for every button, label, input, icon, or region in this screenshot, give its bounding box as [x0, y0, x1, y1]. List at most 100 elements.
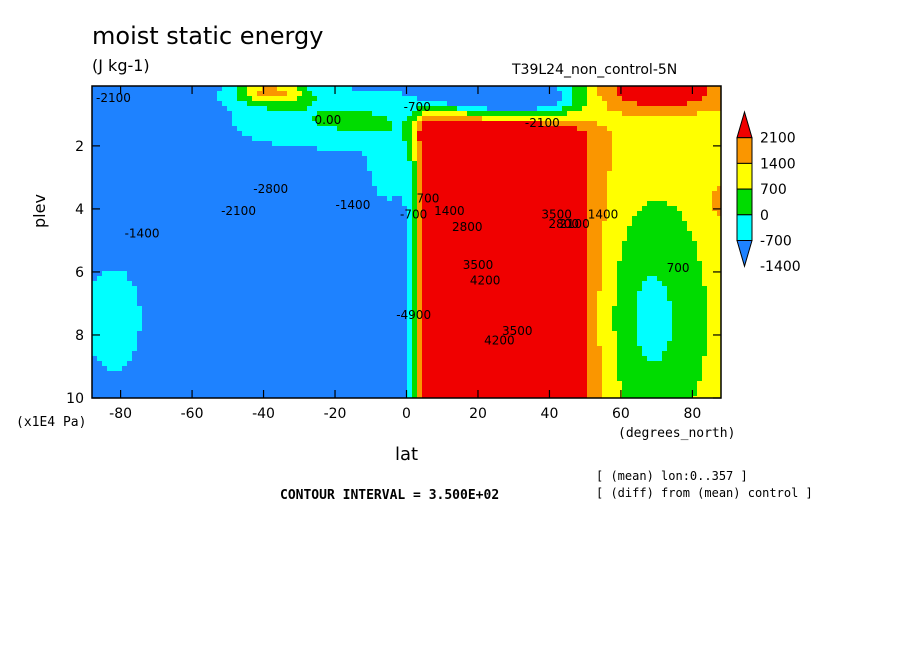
- field-cell: [392, 141, 398, 147]
- field-cell: [377, 101, 383, 107]
- field-cell: [372, 166, 378, 172]
- field-cell: [92, 196, 98, 202]
- field-cell: [397, 176, 403, 182]
- field-cell: [427, 196, 433, 202]
- field-cell: [202, 236, 208, 242]
- field-cell: [217, 391, 223, 397]
- field-cell: [412, 196, 418, 202]
- field-cell: [217, 191, 223, 197]
- field-cell: [247, 331, 253, 337]
- field-cell: [362, 266, 368, 272]
- field-cell: [427, 91, 433, 97]
- field-cell: [347, 96, 353, 102]
- field-cell: [127, 191, 133, 197]
- field-cell: [387, 201, 393, 207]
- field-cell: [462, 386, 468, 392]
- field-cell: [467, 236, 473, 242]
- field-cell: [217, 116, 223, 122]
- field-cell: [357, 281, 363, 287]
- field-cell: [182, 176, 188, 182]
- field-cell: [282, 381, 288, 387]
- field-cell: [207, 141, 213, 147]
- field-cell: [202, 381, 208, 387]
- field-cell: [192, 171, 198, 177]
- field-cell: [357, 166, 363, 172]
- field-cell: [367, 286, 373, 292]
- field-cell: [312, 201, 318, 207]
- field-cell: [152, 231, 158, 237]
- field-cell: [117, 376, 123, 382]
- field-cell: [192, 211, 198, 217]
- field-cell: [132, 206, 138, 212]
- field-cell: [442, 221, 448, 227]
- field-cell: [177, 126, 183, 132]
- field-cell: [472, 271, 478, 277]
- field-cell: [392, 291, 398, 297]
- field-cell: [177, 211, 183, 217]
- field-cell: [312, 281, 318, 287]
- field-cell: [412, 256, 418, 262]
- field-cell: [157, 366, 163, 372]
- field-cell: [247, 141, 253, 147]
- field-cell: [392, 246, 398, 252]
- field-cell: [422, 141, 428, 147]
- field-cell: [227, 321, 233, 327]
- field-cell: [427, 371, 433, 377]
- field-cell: [157, 151, 163, 157]
- field-cell: [367, 166, 373, 172]
- field-cell: [272, 351, 278, 357]
- field-cell: [162, 196, 168, 202]
- field-cell: [327, 86, 333, 92]
- field-cell: [407, 216, 413, 222]
- field-cell: [162, 296, 168, 302]
- field-cell: [222, 166, 228, 172]
- field-cell: [352, 231, 358, 237]
- field-cell: [112, 186, 118, 192]
- field-cell: [132, 161, 138, 167]
- field-cell: [272, 241, 278, 247]
- field-cell: [322, 351, 328, 357]
- field-cell: [287, 106, 293, 112]
- field-cell: [452, 86, 458, 92]
- field-cell: [197, 321, 203, 327]
- field-cell: [202, 391, 208, 397]
- field-cell: [387, 376, 393, 382]
- field-cell: [272, 331, 278, 337]
- field-cell: [257, 336, 263, 342]
- field-cell: [327, 216, 333, 222]
- field-cell: [222, 256, 228, 262]
- field-cell: [207, 386, 213, 392]
- field-cell: [367, 326, 373, 332]
- field-cell: [382, 161, 388, 167]
- field-cell: [322, 231, 328, 237]
- field-cell: [267, 286, 273, 292]
- field-cell: [117, 256, 123, 262]
- field-cell: [172, 271, 178, 277]
- field-cell: [327, 281, 333, 287]
- field-cell: [122, 261, 128, 267]
- field-cell: [292, 196, 298, 202]
- field-cell: [127, 236, 133, 242]
- field-cell: [122, 111, 128, 117]
- field-cell: [202, 151, 208, 157]
- field-cell: [137, 281, 143, 287]
- field-cell: [117, 361, 123, 367]
- field-cell: [407, 156, 413, 162]
- field-cell: [317, 311, 323, 317]
- field-cell: [317, 271, 323, 277]
- field-cell: [92, 391, 98, 397]
- field-cell: [102, 96, 108, 102]
- field-cell: [187, 206, 193, 212]
- field-cell: [437, 276, 443, 282]
- field-cell: [417, 376, 423, 382]
- field-cell: [272, 116, 278, 122]
- field-cell: [137, 101, 143, 107]
- field-cell: [332, 181, 338, 187]
- field-cell: [207, 126, 213, 132]
- field-cell: [222, 326, 228, 332]
- contour-interval: CONTOUR INTERVAL = 3.500E+02: [280, 488, 500, 503]
- field-cell: [192, 86, 198, 92]
- field-cell: [127, 326, 133, 332]
- field-cell: [227, 266, 233, 272]
- field-cell: [112, 256, 118, 262]
